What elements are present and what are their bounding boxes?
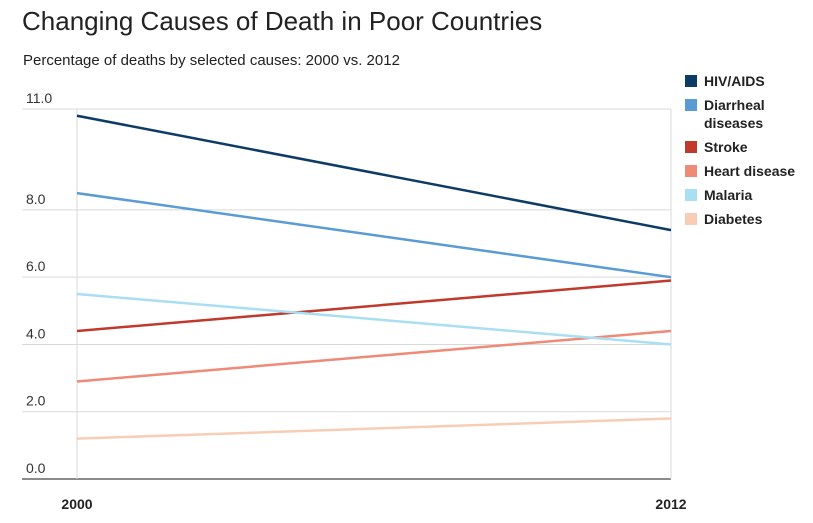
y-tick-label: 6.0 — [26, 258, 46, 274]
chart-subtitle: Percentage of deaths by selected causes:… — [23, 52, 400, 69]
series-line — [76, 279, 672, 333]
series-line — [76, 114, 672, 232]
x-tick-label: 2000 — [61, 496, 92, 512]
legend-item: HIV/AIDS — [685, 72, 813, 90]
legend-swatch — [685, 99, 697, 111]
series-line — [76, 191, 672, 279]
chart-title: Changing Causes of Death in Poor Countri… — [22, 6, 543, 36]
legend-item: Diarrheal diseases — [685, 96, 813, 132]
legend-label: Diarrheal diseases — [704, 97, 765, 131]
x-tick-label: 2012 — [655, 496, 686, 512]
legend-label: Heart disease — [704, 163, 796, 179]
legend-swatch — [685, 165, 697, 177]
legend: HIV/AIDS Diarrheal diseases Stroke Heart di… — [685, 72, 813, 234]
legend-label: HIV/AIDS — [704, 73, 765, 89]
legend-item: Heart disease — [685, 162, 813, 180]
series-line — [76, 329, 672, 383]
legend-item: Diabetes — [685, 210, 813, 228]
legend-swatch — [685, 189, 697, 201]
y-tick-label: 8.0 — [26, 191, 46, 207]
legend-label: Stroke — [704, 139, 748, 155]
legend-item: Stroke — [685, 138, 813, 156]
legend-swatch — [685, 141, 697, 153]
y-tick-label: 4.0 — [26, 325, 46, 341]
y-tick-label: 2.0 — [26, 393, 46, 409]
legend-item: Malaria — [685, 186, 813, 204]
series-line — [76, 292, 672, 346]
y-tick-label: 11.0 — [26, 90, 52, 106]
legend-swatch — [685, 75, 697, 87]
legend-swatch — [685, 213, 697, 225]
legend-label: Malaria — [704, 187, 753, 203]
y-tick-label: 0.0 — [26, 460, 46, 476]
legend-label: Diabetes — [704, 211, 763, 227]
series-line — [76, 417, 672, 440]
